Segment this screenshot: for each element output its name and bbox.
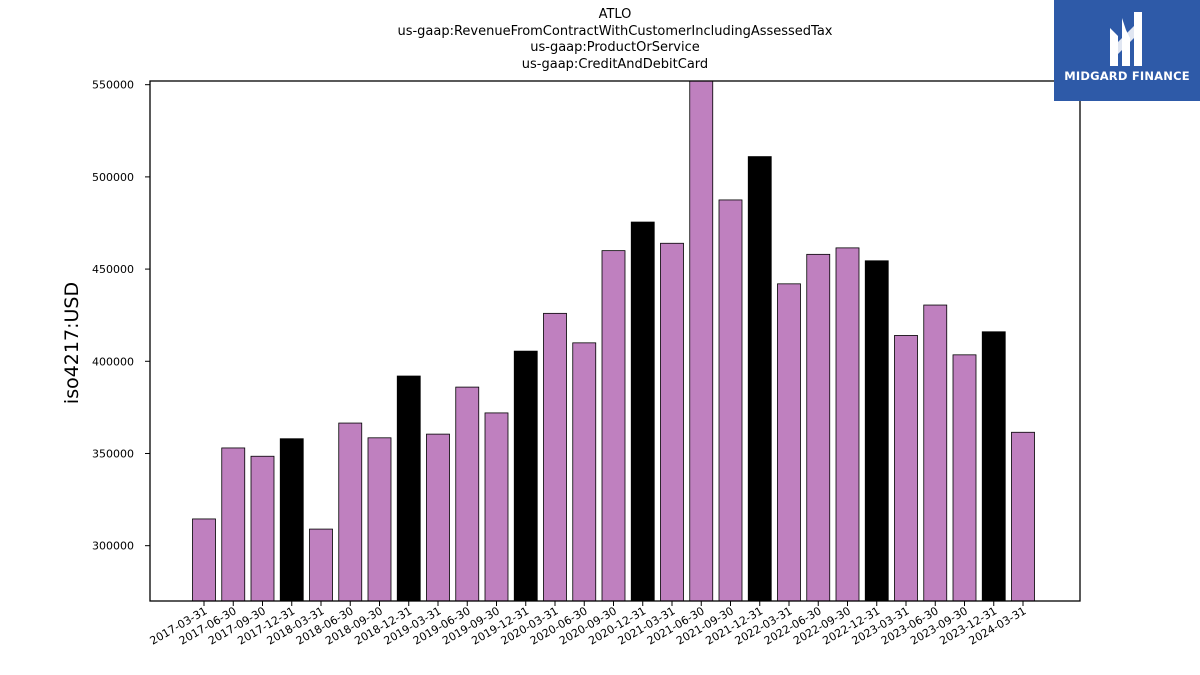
bar-2017-12-31 (279, 438, 304, 602)
bar-2023-06-30 (923, 304, 948, 602)
bar-2018-12-31 (396, 375, 421, 602)
midgard-finance-logo: MIDGARD FINANCE (1054, 0, 1200, 101)
title-line-member: us-gaap:CreditAndDebitCard (521, 56, 709, 72)
midgard-logo-icon (1110, 12, 1142, 66)
bar-2020-03-31 (543, 312, 567, 602)
y-tick-label: 450000 (92, 263, 134, 276)
y-tick-label: 500000 (92, 171, 134, 184)
y-tick-label: 550000 (92, 79, 134, 92)
bar-2019-12-31 (513, 350, 538, 602)
bar-2022-12-31 (864, 260, 889, 602)
bar-2017-03-31 (192, 518, 216, 602)
bar-2022-09-30 (835, 247, 860, 602)
bar-2018-03-31 (309, 528, 333, 602)
y-tick-label: 350000 (92, 447, 134, 460)
bar-2017-09-30 (250, 455, 275, 602)
bar-2021-09-30 (718, 199, 743, 602)
title-line-ticker: ATLO (598, 7, 632, 22)
bar-2021-06-30 (689, 80, 714, 602)
bar-2020-06-30 (572, 342, 597, 602)
logo-text: MIDGARD FINANCE (1064, 69, 1190, 83)
bar-2021-12-31 (747, 156, 772, 602)
bar-2024-03-31 (1011, 431, 1035, 602)
chart-title: ATLO us-gaap:RevenueFromContractWithCust… (150, 7, 1080, 73)
bar-2023-03-31 (894, 335, 918, 602)
bar-2017-06-30 (221, 447, 246, 602)
x-axis: 2017-03-312017-06-302017-09-302017-12-31… (148, 601, 1029, 648)
y-axis: 300000 350000 400000 450000 500000 550000 (92, 79, 150, 553)
title-line-concept: us-gaap:RevenueFromContractWithCustomerI… (397, 23, 833, 39)
bar-2018-09-30 (367, 437, 392, 602)
bar-2018-06-30 (338, 422, 363, 602)
bar-2019-06-30 (455, 386, 480, 602)
bar-2023-09-30 (952, 354, 977, 602)
y-tick-label: 400000 (92, 355, 134, 368)
bars-group (192, 80, 1035, 602)
title-line-axis: us-gaap:ProductOrService (530, 40, 700, 55)
bar-2022-06-30 (806, 253, 831, 602)
bar-2021-03-31 (660, 242, 684, 602)
bar-2019-03-31 (426, 433, 450, 602)
y-tick-label: 300000 (92, 540, 134, 553)
bar-2020-09-30 (601, 250, 626, 602)
bar-2019-09-30 (484, 412, 509, 602)
bar-2023-12-31 (981, 331, 1006, 602)
plot-frame (149, 80, 1081, 602)
bar-2020-12-31 (630, 221, 655, 602)
bar-2022-03-31 (777, 283, 801, 602)
